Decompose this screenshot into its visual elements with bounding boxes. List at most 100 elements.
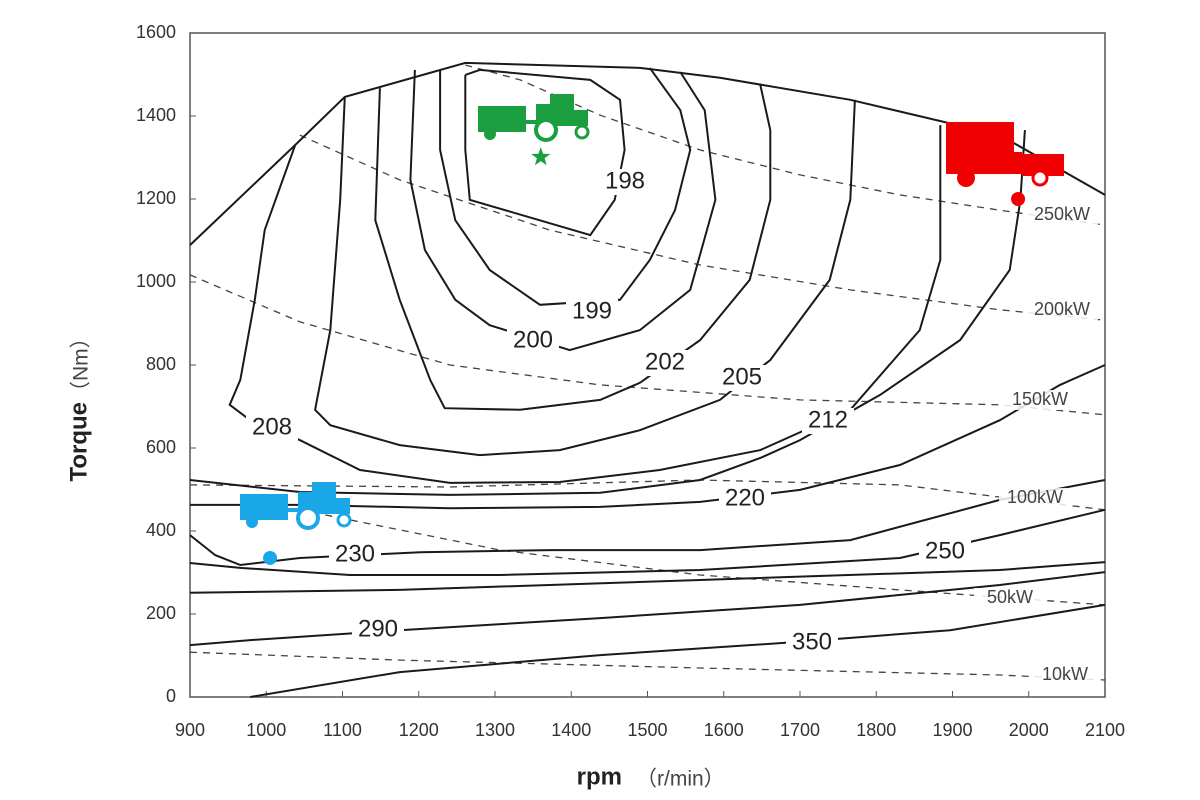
x-tick-label: 1400 [551,720,591,740]
contour-line [314,96,856,457]
icon-cab [1022,154,1064,176]
x-tick-label: 1000 [246,720,286,740]
x-tick-label: 2100 [1085,720,1125,740]
power-label-bg [974,588,1046,608]
contour-label: 198 [605,167,645,194]
x-tick-label: 1700 [780,720,820,740]
contour-label-bg [786,630,838,656]
contour-line [189,130,1026,496]
contour-label: 350 [792,628,832,655]
contour-label-bg [566,299,618,325]
vehicle-icon [240,482,352,530]
contour-label: 220 [725,484,765,511]
contour-line [189,479,1106,567]
contour-label: 230 [335,540,375,567]
icon-trailer [478,106,526,132]
contour-label-bg [719,486,771,512]
icon-tractor [536,94,588,126]
contour-line [250,603,1106,698]
y-tick-label: 800 [146,354,176,374]
contour-label: 290 [358,615,398,642]
operating-point [1011,192,1026,206]
x-tick-label: 900 [175,720,205,740]
contour-label-bg [329,542,381,568]
x-tick-label: 1900 [932,720,972,740]
y-tick-label: 1400 [136,105,176,125]
x-axis-unit: （r/min） [636,768,725,791]
power-line [299,509,1106,606]
contour-label-bg [246,415,298,441]
power-label: 150kW [1012,389,1068,409]
icon-wheel [574,124,590,140]
contour-label: 250 [925,537,965,564]
icon-tractor [298,482,350,514]
power-line [299,134,1106,321]
x-tick-label: 1600 [704,720,744,740]
power-label: 50kW [987,587,1033,607]
x-tick-label: 1200 [399,720,439,740]
contour-label-bg [639,350,691,376]
x-tick-label: 1300 [475,720,515,740]
contour-label: 199 [572,297,612,324]
y-tick-label: 600 [146,437,176,457]
contour-label-bg [352,617,404,643]
power-label-bg [1004,390,1076,410]
contour-label-bg [716,365,768,391]
contour-label: 202 [645,348,685,375]
power-label: 200kW [1034,299,1090,319]
x-axis-label: rpm [577,763,622,790]
contour-label: 205 [722,363,762,390]
y-tick-label: 1000 [136,271,176,291]
icon-hitch [524,120,538,124]
icon-wheel [1031,169,1049,187]
power-line [465,64,1106,226]
vehicle-icon [478,94,590,142]
y-tick-label: 1600 [136,22,176,42]
power-label-bg [1026,205,1098,225]
operating-point [263,550,278,565]
contour-line [189,561,1106,594]
contour-label-bg [507,328,559,354]
icon-hitch [286,508,300,512]
icon-wheel [957,169,975,187]
y-axis-label: Torque [65,402,92,482]
icon-wheel [296,506,320,530]
power-label-bg [999,488,1071,508]
power-line [189,274,1106,416]
icon-wheel [336,512,352,528]
y-tick-label: 0 [166,686,176,706]
contour-label: 212 [808,406,848,433]
contour-line [228,125,942,484]
contour-label-bg [919,539,971,565]
icon-wheel [246,516,258,528]
x-tick-label: 1500 [627,720,667,740]
x-tick-label: 2000 [1009,720,1049,740]
contour-label: 200 [513,326,553,353]
icon-wheel [534,118,558,142]
contour-label-bg [802,408,854,434]
x-tick-label: 1800 [856,720,896,740]
operating-point [531,147,551,166]
power-label: 10kW [1042,664,1088,684]
x-tick-label: 1100 [323,720,362,740]
icon-body [946,122,1022,174]
power-label-bg [1026,300,1098,320]
contour-label-bg [599,169,651,195]
icon-trailer [240,494,288,520]
y-tick-label: 1200 [136,188,176,208]
contour-line [189,508,1106,576]
contour-line [189,571,1106,647]
contour-line [439,67,692,306]
y-axis-title: Torque （Nm） [65,327,92,481]
y-tick-label: 200 [146,603,176,623]
contour-line [374,84,772,411]
y-axis-unit: （Nm） [70,327,93,402]
contour-line [409,69,717,352]
y-tick-label: 400 [146,520,176,540]
vehicle-icon [946,122,1064,187]
contour-line [464,68,626,237]
power-label-bg [1029,665,1101,685]
contour-label: 208 [252,413,292,440]
power-label: 100kW [1007,487,1063,507]
